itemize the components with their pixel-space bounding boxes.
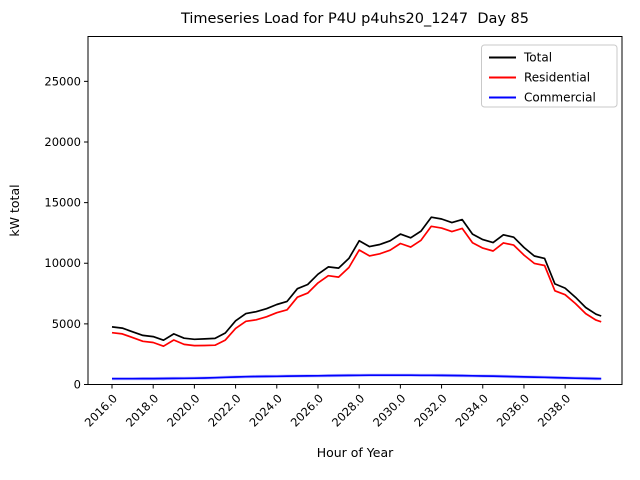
x-tick-label: 2026.0 xyxy=(288,391,326,429)
x-tick-label: 2034.0 xyxy=(453,391,491,429)
legend-label-commercial: Commercial xyxy=(524,91,596,105)
x-tick-label: 2024.0 xyxy=(247,391,285,429)
x-axis-label: Hour of Year xyxy=(317,445,394,460)
x-tick-label: 2020.0 xyxy=(164,391,202,429)
x-tick-label: 2038.0 xyxy=(535,391,573,429)
y-tick-label: 25000 xyxy=(44,74,81,88)
y-tick-label: 15000 xyxy=(44,196,81,210)
x-tick-label: 2016.0 xyxy=(82,391,120,429)
legend-box xyxy=(481,44,618,108)
x-tick-label: 2036.0 xyxy=(494,391,532,429)
y-tick-label: 0 xyxy=(74,378,81,392)
y-tick-label: 20000 xyxy=(44,135,81,149)
plot-area-frame xyxy=(87,36,623,385)
series-line-total xyxy=(111,216,602,342)
legend: Total Residential Commercial xyxy=(481,44,618,108)
x-tick-label: 2018.0 xyxy=(123,391,161,429)
y-axis-ticks: 0 5000 10000 15000 20000 25000 xyxy=(44,74,88,392)
y-tick-label: 5000 xyxy=(52,317,81,331)
legend-label-residential: Residential xyxy=(524,71,590,85)
x-axis-ticks: 2016.0 2018.0 2020.0 2022.0 2024.0 2026.0 2028… xyxy=(82,384,573,430)
x-tick-label: 2032.0 xyxy=(411,391,449,429)
series-line-commercial xyxy=(112,374,602,380)
series-lines xyxy=(111,216,602,381)
x-tick-label: 2028.0 xyxy=(329,391,367,429)
chart-title: Timeseries Load for P4U p4uhs20_1247 Day… xyxy=(180,11,529,27)
y-axis-label: kW total xyxy=(7,184,22,236)
x-tick-label: 2030.0 xyxy=(370,391,408,429)
legend-label-total: Total xyxy=(523,51,552,65)
y-tick-label: 10000 xyxy=(44,256,81,270)
series-line-residential xyxy=(111,225,602,348)
x-tick-label: 2022.0 xyxy=(205,391,243,429)
